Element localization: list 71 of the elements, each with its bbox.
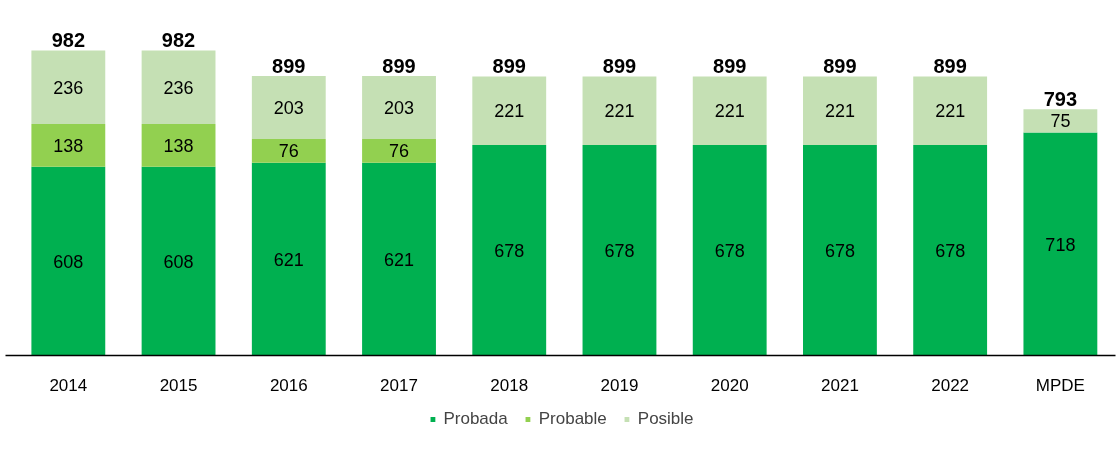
bar bbox=[1023, 109, 1098, 133]
bar bbox=[803, 145, 877, 356]
data-label: 76 bbox=[278, 141, 299, 162]
total-label: 899 bbox=[713, 54, 747, 77]
data-label: 678 bbox=[604, 240, 635, 261]
data-label: 236 bbox=[163, 77, 194, 98]
total-label: 793 bbox=[1043, 87, 1078, 110]
bar bbox=[1023, 132, 1098, 356]
data-label: 203 bbox=[384, 98, 415, 119]
x-tick-label: 2021 bbox=[821, 375, 859, 395]
data-label: 203 bbox=[273, 98, 304, 119]
data-label: 621 bbox=[384, 249, 415, 270]
bar bbox=[31, 50, 106, 124]
legend-label: Posible bbox=[637, 409, 694, 429]
data-label: 608 bbox=[53, 251, 84, 272]
legend-label: Probable bbox=[538, 409, 607, 429]
x-tick-label: 2020 bbox=[710, 375, 749, 395]
data-label: 75 bbox=[1050, 111, 1071, 132]
data-label: 138 bbox=[163, 135, 194, 156]
total-label: 982 bbox=[161, 29, 196, 52]
total-label: 899 bbox=[602, 54, 637, 77]
total-label: 899 bbox=[933, 54, 967, 77]
total-label: 899 bbox=[492, 54, 526, 77]
bar bbox=[692, 76, 767, 145]
data-label: 678 bbox=[494, 240, 525, 261]
bar bbox=[251, 76, 326, 140]
x-tick-label: 2014 bbox=[49, 375, 88, 395]
data-label: 138 bbox=[53, 135, 84, 156]
total-label: 899 bbox=[272, 54, 306, 77]
data-label: 678 bbox=[824, 240, 855, 261]
data-label: 678 bbox=[935, 240, 966, 261]
bar bbox=[472, 76, 547, 145]
data-label: 678 bbox=[714, 240, 745, 261]
bar bbox=[913, 76, 988, 145]
bar bbox=[362, 162, 436, 356]
bar bbox=[251, 139, 326, 163]
x-tick-label: 2019 bbox=[600, 375, 639, 395]
bar bbox=[251, 162, 326, 356]
bar bbox=[913, 145, 988, 356]
x-tick-label: 2018 bbox=[490, 375, 529, 395]
bar bbox=[692, 145, 767, 356]
bar bbox=[362, 139, 436, 163]
bar bbox=[582, 76, 657, 145]
data-label: 221 bbox=[935, 101, 966, 122]
bar bbox=[141, 166, 216, 356]
total-label: 899 bbox=[382, 54, 416, 77]
data-label: 221 bbox=[494, 101, 525, 122]
data-label: 221 bbox=[714, 101, 745, 122]
data-label: 718 bbox=[1045, 234, 1076, 255]
bar bbox=[472, 145, 547, 356]
data-label: 608 bbox=[163, 251, 194, 272]
bar bbox=[582, 145, 657, 356]
legend-label: Probada bbox=[443, 409, 508, 429]
x-tick-label: 2015 bbox=[159, 375, 198, 395]
bar bbox=[362, 76, 436, 140]
bar bbox=[31, 166, 106, 356]
total-label: 899 bbox=[823, 54, 857, 77]
data-label: 76 bbox=[389, 141, 410, 162]
data-label: 221 bbox=[604, 101, 635, 122]
x-tick-label: 2016 bbox=[269, 375, 308, 395]
data-label: 236 bbox=[53, 77, 84, 98]
x-tick-label: MPDE bbox=[1035, 375, 1085, 395]
total-label: 982 bbox=[51, 29, 86, 52]
x-tick-label: 2022 bbox=[931, 375, 970, 395]
bar bbox=[141, 50, 216, 124]
bar bbox=[803, 76, 877, 145]
x-tick-label: 2017 bbox=[380, 375, 418, 395]
bar bbox=[141, 123, 216, 167]
data-label: 621 bbox=[273, 249, 304, 270]
data-label: 221 bbox=[824, 101, 855, 122]
bar bbox=[31, 123, 106, 167]
